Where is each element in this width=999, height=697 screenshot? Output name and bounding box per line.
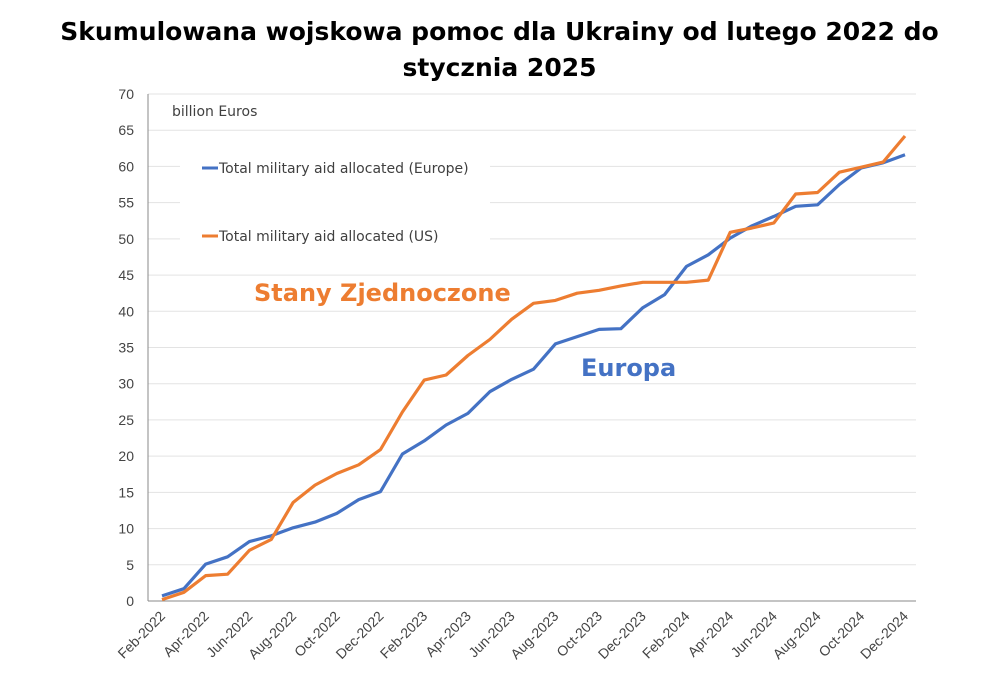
x-tick-label: Dec-2024 xyxy=(857,608,911,662)
annotation-us: Stany Zjednoczone xyxy=(254,279,511,307)
y-tick-label: 20 xyxy=(118,448,134,464)
x-tick-label: Dec-2023 xyxy=(595,608,649,662)
y-tick-label: 40 xyxy=(118,303,134,319)
x-tick-label: Apr-2023 xyxy=(422,608,474,660)
x-tick-label: Aug-2024 xyxy=(769,608,823,662)
series-line-us xyxy=(161,134,907,602)
y-tick-label: 10 xyxy=(118,521,134,537)
y-tick-label: 0 xyxy=(126,593,134,609)
chart-title: Skumulowana wojskowa pomoc dla Ukrainy o… xyxy=(60,17,939,82)
y-tick-label: 65 xyxy=(118,122,134,138)
y-tick-label: 30 xyxy=(118,376,134,392)
legend-label-us: Total military aid allocated (US) xyxy=(218,229,439,245)
y-tick-label: 70 xyxy=(118,86,134,102)
annotation-europe: Europa xyxy=(581,354,676,382)
y-tick-label: 35 xyxy=(118,340,134,356)
y-tick-label: 25 xyxy=(118,412,134,428)
legend-label-europe: Total military aid allocated (Europe) xyxy=(218,161,469,177)
x-tick-label: Apr-2022 xyxy=(160,608,212,660)
y-tick-label: 60 xyxy=(118,158,134,174)
x-tick-label: Dec-2022 xyxy=(332,608,386,662)
y-tick-label: 55 xyxy=(118,195,134,211)
x-tick-label: Feb-2024 xyxy=(639,608,693,662)
x-tick-label: Feb-2022 xyxy=(114,608,168,662)
x-tick-label: Apr-2024 xyxy=(684,608,736,660)
y-tick-label: 45 xyxy=(118,267,134,283)
x-tick-label: Aug-2022 xyxy=(245,608,299,662)
x-tick-label: Feb-2023 xyxy=(377,608,431,662)
y-tick-label: 15 xyxy=(118,484,134,500)
y-tick-label: 50 xyxy=(118,231,134,247)
x-tick-label: Aug-2023 xyxy=(507,608,561,662)
y-axis-unit-label: billion Euros xyxy=(172,104,257,120)
y-tick-label: 5 xyxy=(126,557,134,573)
